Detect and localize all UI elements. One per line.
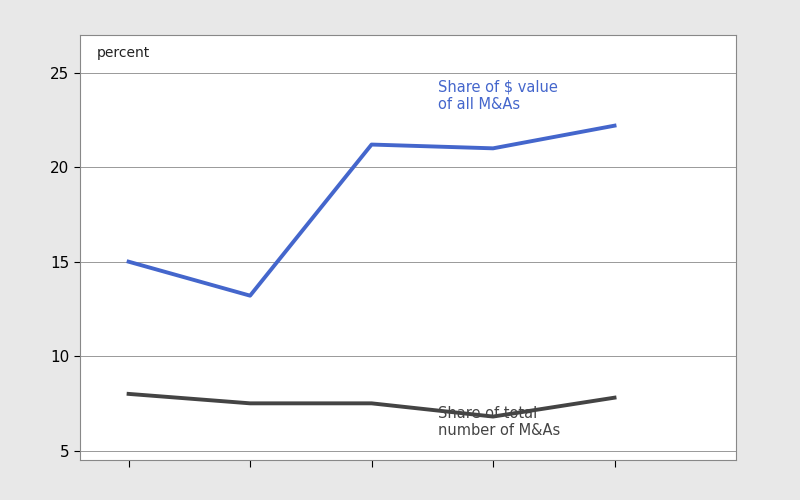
Text: Share of $ value
of all M&As: Share of $ value of all M&As: [438, 79, 558, 112]
Text: percent: percent: [97, 46, 150, 60]
Text: Share of total
number of M&As: Share of total number of M&As: [438, 406, 561, 438]
